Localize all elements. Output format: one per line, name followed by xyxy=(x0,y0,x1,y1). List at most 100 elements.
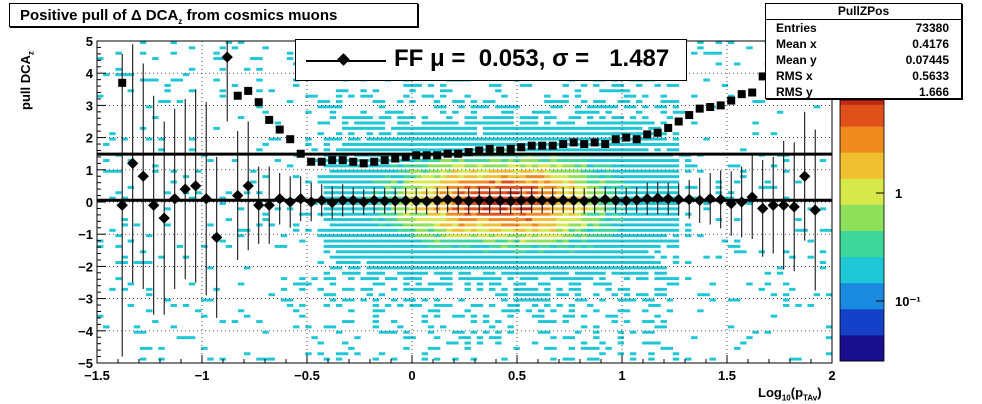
heat-bin xyxy=(378,309,386,313)
heat-bin xyxy=(348,137,355,141)
heat-bin xyxy=(121,73,128,77)
heat-bin xyxy=(231,320,239,324)
sigma-point xyxy=(727,96,736,105)
heat-bin xyxy=(593,223,600,227)
heat-bin xyxy=(440,169,447,173)
heat-bin xyxy=(672,255,680,259)
heat-bin xyxy=(415,175,422,179)
heat-bin xyxy=(550,180,557,184)
heat-bin xyxy=(323,175,331,179)
x-tick-label: 0 xyxy=(408,368,415,383)
heat-bin xyxy=(458,126,465,130)
heat-bin xyxy=(648,121,655,125)
heat-bin xyxy=(605,346,612,350)
heat-bin xyxy=(403,191,410,195)
heat-bin xyxy=(458,159,465,163)
heat-bin xyxy=(544,169,551,173)
heat-bin xyxy=(317,228,324,232)
heat-bin xyxy=(531,234,539,238)
heat-bin xyxy=(427,121,435,125)
heat-bin xyxy=(366,169,373,173)
sigma-point xyxy=(496,146,505,155)
heat-bin xyxy=(672,202,680,205)
heat-bin xyxy=(593,261,600,264)
heat-bin xyxy=(384,185,392,189)
heat-bin xyxy=(470,202,478,205)
heat-bin xyxy=(666,282,674,286)
sigma-point xyxy=(443,149,452,158)
heat-bin xyxy=(666,169,674,173)
heat-bin xyxy=(103,325,110,329)
heat-bin xyxy=(489,137,496,141)
heat-bin xyxy=(568,244,576,248)
heat-bin xyxy=(440,159,447,163)
heat-bin xyxy=(580,255,588,259)
heat-bin xyxy=(531,132,539,136)
heat-bin xyxy=(421,218,429,222)
heat-bin xyxy=(323,212,331,216)
heat-bin xyxy=(562,132,569,136)
heat-bin xyxy=(599,180,606,184)
color-scale-band xyxy=(840,152,884,158)
heat-bin xyxy=(427,94,435,98)
heat-bin xyxy=(354,185,361,189)
heat-bin xyxy=(464,164,471,168)
heat-bin xyxy=(348,169,355,173)
heat-bin xyxy=(397,116,404,120)
heat-bin xyxy=(538,110,545,114)
heat-bin xyxy=(366,175,373,179)
heat-bin xyxy=(617,266,625,270)
heat-bin xyxy=(433,261,441,264)
heat-bin xyxy=(366,287,373,291)
heat-bin xyxy=(262,46,269,50)
heat-bin xyxy=(636,261,643,264)
heat-bin xyxy=(636,100,643,103)
heat-bin xyxy=(501,223,508,227)
heat-bin xyxy=(666,212,674,216)
heat-bin xyxy=(611,191,618,195)
heat-bin xyxy=(550,336,557,340)
heat-bin xyxy=(409,244,416,248)
heat-bin xyxy=(672,105,680,109)
heat-bin xyxy=(225,41,233,44)
heat-bin xyxy=(623,121,631,125)
heat-bin xyxy=(550,266,557,270)
heat-bin xyxy=(397,175,404,179)
heat-bin xyxy=(482,239,490,243)
y-tick-label: −1 xyxy=(78,227,93,242)
heat-bin xyxy=(593,169,600,173)
heat-bin xyxy=(452,142,459,146)
data-points xyxy=(116,41,821,357)
heat-bin xyxy=(139,41,147,44)
heat-bin xyxy=(409,234,416,238)
heat-bin xyxy=(574,126,582,130)
heat-bin xyxy=(531,180,539,184)
heat-bin xyxy=(740,175,747,179)
heat-bin xyxy=(372,309,380,313)
heat-bin xyxy=(109,196,116,200)
heat-bin xyxy=(550,255,557,259)
heat-bin xyxy=(372,320,380,324)
heat-bin xyxy=(305,282,312,286)
heat-bin xyxy=(335,244,343,248)
sigma-point xyxy=(275,125,284,134)
heat-bin xyxy=(244,352,251,356)
heat-bin xyxy=(470,207,478,211)
heat-bin xyxy=(317,352,324,356)
heat-bin xyxy=(642,180,649,184)
heat-bin xyxy=(531,148,539,152)
heat-bin xyxy=(372,121,380,125)
heat-bin xyxy=(734,250,741,254)
mean-point xyxy=(694,194,706,207)
heat-bin xyxy=(115,234,122,238)
heat-bin xyxy=(384,207,392,211)
heat-bin xyxy=(354,352,361,356)
heat-bin xyxy=(397,126,404,130)
heat-bin xyxy=(709,282,716,286)
heat-bin xyxy=(813,105,821,109)
heat-bin xyxy=(519,293,527,297)
heat-bin xyxy=(544,121,551,125)
heat-bin xyxy=(623,250,631,254)
heat-bin xyxy=(391,126,398,130)
heat-bin xyxy=(433,336,441,340)
